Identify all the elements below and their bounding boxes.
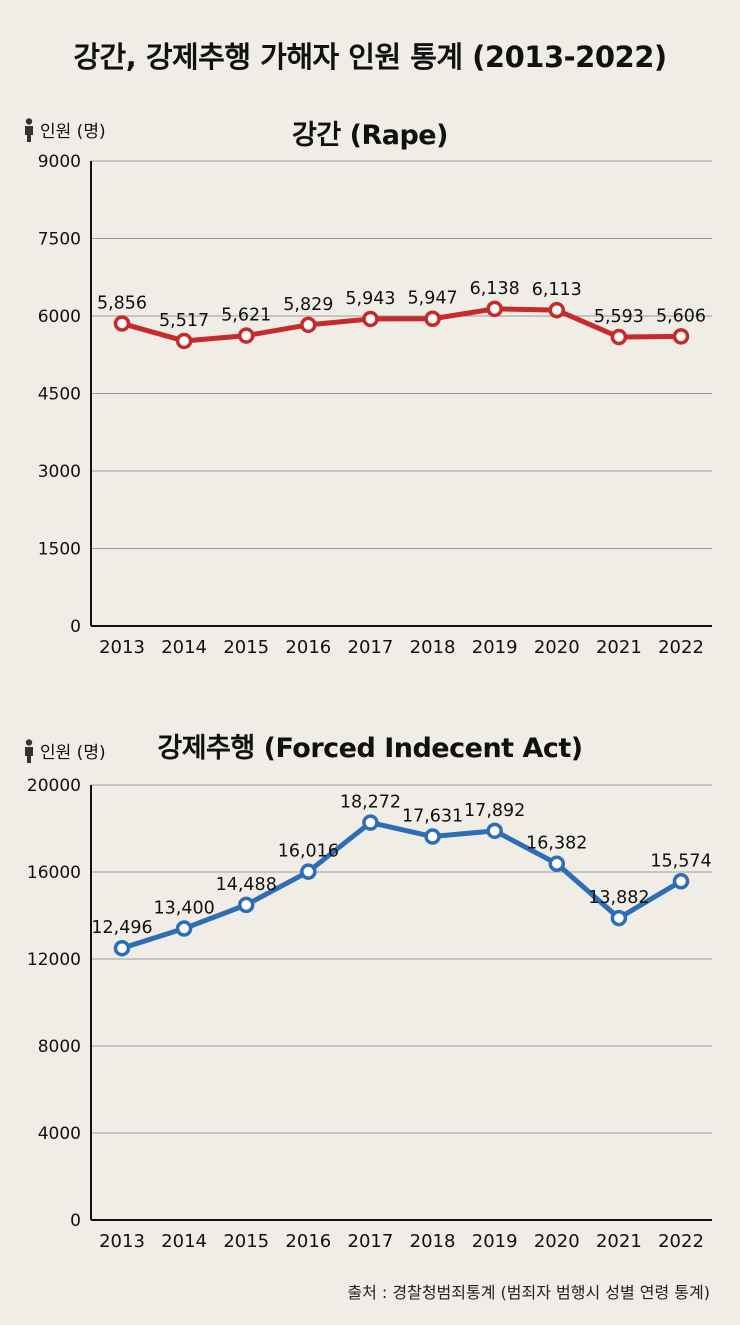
data-label: 12,496: [91, 918, 152, 938]
data-point: [610, 328, 628, 346]
data-label: 14,488: [216, 875, 277, 895]
data-point: [424, 310, 441, 327]
x-tick-label: 2022: [658, 637, 704, 658]
x-tick-label: 2014: [161, 1231, 207, 1252]
y-tick-label: 9000: [38, 152, 81, 172]
data-label: 17,631: [402, 807, 463, 827]
page-title: 강간, 강제추행 가해자 인원 통계 (2013-2022): [73, 40, 667, 74]
x-tick-label: 2014: [161, 637, 207, 658]
data-point: [237, 327, 255, 344]
data-point: [486, 822, 503, 840]
data-point: [486, 300, 503, 318]
data-label: 5,606: [656, 306, 706, 326]
x-tick-label: 2013: [99, 1231, 145, 1252]
data-point: [300, 316, 317, 334]
data-point: [237, 896, 255, 914]
x-tick-label: 2021: [596, 637, 642, 658]
data-label: 5,943: [345, 289, 395, 309]
y-tick-label: 7500: [38, 230, 81, 250]
forced-indecent-act-line-chart: 0 4000 8000 12000 16000 20000 2013 2014 2015 2016…: [27, 776, 712, 1252]
series-line: [119, 306, 684, 344]
y-tick-label: 4500: [38, 385, 81, 405]
data-point: [113, 315, 131, 332]
data-point: [610, 909, 628, 927]
y-tick-label: 8000: [38, 1037, 81, 1057]
data-label: 13,400: [153, 899, 214, 919]
x-tick-label: 2013: [99, 637, 145, 658]
data-label: 16,016: [278, 842, 339, 862]
series-line: [119, 820, 684, 951]
y-tick-label: 3000: [38, 462, 81, 482]
x-tick-label: 2018: [410, 1231, 456, 1252]
data-point: [548, 301, 566, 319]
x-tick-label: 2016: [285, 637, 331, 658]
y-tick-label: 4000: [38, 1124, 81, 1144]
y-unit-text: 인원 (명): [40, 743, 106, 763]
y-tick-label: 16000: [27, 863, 81, 883]
data-point: [362, 814, 379, 831]
data-label: 5,829: [283, 295, 333, 315]
person-icon: [22, 738, 36, 763]
x-tick-label: 2020: [534, 637, 580, 658]
data-label: 5,947: [408, 289, 458, 309]
data-label: 15,574: [650, 851, 711, 871]
data-label: 5,621: [221, 306, 271, 326]
data-label: 6,138: [470, 279, 520, 299]
source-note: 출처 : 경찰청범죄통계 (범죄자 범행시 성별 연령 통계): [347, 1283, 710, 1302]
y-tick-label: 6000: [38, 307, 81, 327]
data-point: [113, 939, 131, 957]
x-tick-label: 2022: [658, 1231, 704, 1252]
data-label: 18,272: [340, 793, 401, 813]
x-tick-label: 2017: [348, 1231, 394, 1252]
x-tick-label: 2019: [472, 637, 518, 658]
data-point: [424, 828, 441, 845]
data-point: [300, 863, 317, 880]
x-tick-label: 2020: [534, 1231, 580, 1252]
data-label: 13,882: [588, 888, 649, 908]
x-tick-label: 2017: [348, 637, 394, 658]
x-tick-label: 2021: [596, 1231, 642, 1252]
data-label: 5,517: [159, 311, 209, 331]
data-label: 17,892: [464, 801, 525, 821]
x-tick-label: 2015: [223, 1231, 269, 1252]
data-label: 16,382: [526, 834, 587, 854]
data-label: 5,593: [594, 307, 644, 327]
person-icon: [22, 117, 36, 142]
rape-line-chart: 0 1500 3000 4500 6000 7500 9000 2013 2014 2015 201…: [38, 152, 712, 658]
chart-title-forced-indecent-act: 강제추행 (Forced Indecent Act): [157, 733, 583, 764]
x-tick-label: 2015: [223, 637, 269, 658]
y-tick-label: 0: [70, 1211, 81, 1231]
x-tick-label: 2018: [410, 637, 456, 658]
data-point: [548, 855, 566, 872]
x-tick-label: 2016: [285, 1231, 331, 1252]
y-tick-label: 0: [70, 617, 81, 637]
data-point: [175, 920, 193, 937]
x-tick-label: 2019: [472, 1231, 518, 1252]
data-point: [175, 332, 193, 350]
y-tick-label: 20000: [27, 776, 81, 796]
data-label: 6,113: [532, 280, 582, 300]
y-tick-label: 1500: [38, 540, 81, 560]
data-point: [362, 310, 379, 328]
data-point: [672, 328, 690, 345]
y-tick-label: 12000: [27, 950, 81, 970]
y-unit-label-rape: 인원 (명): [22, 117, 106, 142]
y-unit-text: 인원 (명): [40, 122, 106, 142]
chart-title-rape: 강간 (Rape): [292, 120, 448, 151]
data-point: [672, 873, 690, 890]
y-unit-label-forced: 인원 (명): [22, 738, 106, 763]
data-label: 5,856: [97, 293, 147, 313]
